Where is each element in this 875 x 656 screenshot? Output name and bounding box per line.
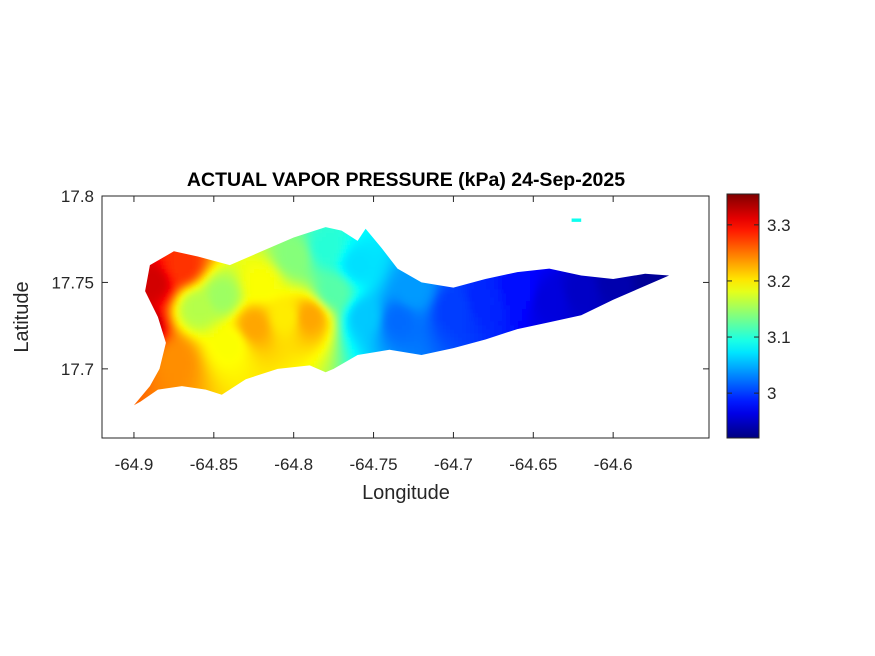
y-axis-label: Latitude bbox=[11, 281, 33, 352]
y-tick-label: 17.7 bbox=[61, 360, 94, 379]
y-tick-label: 17.75 bbox=[51, 273, 94, 292]
field-cells bbox=[133, 218, 670, 406]
x-tick-label: -64.7 bbox=[434, 455, 473, 474]
x-tick-label: -64.75 bbox=[349, 455, 397, 474]
plot-axes-box bbox=[101, 195, 710, 439]
chart-title: ACTUAL VAPOR PRESSURE (kPa) 24-Sep-2025 bbox=[187, 169, 625, 191]
x-tick-label: -64.65 bbox=[509, 455, 557, 474]
x-tick-label: -64.8 bbox=[274, 455, 313, 474]
colorbar-bar bbox=[726, 193, 760, 439]
x-tick-label: -64.9 bbox=[115, 455, 154, 474]
map-area bbox=[133, 218, 670, 406]
colorbar-tick-label: 3.1 bbox=[767, 328, 791, 347]
y-axis-ticks: 17.7 17.75 17.8 bbox=[51, 187, 709, 379]
x-tick-label: -64.6 bbox=[594, 455, 633, 474]
x-axis-ticks: -64.9 -64.85 -64.8 -64.75 -64.7 -64.65 -64.6 bbox=[115, 196, 633, 474]
y-tick-label: 17.8 bbox=[61, 187, 94, 206]
x-axis-label: Longitude bbox=[362, 482, 450, 504]
colorbar-tick-label: 3.3 bbox=[767, 216, 791, 235]
colorbar-tick-label: 3 bbox=[767, 384, 776, 403]
colorbar-ticks: 3 3.1 3.2 3.3 bbox=[727, 216, 791, 403]
x-tick-label: -64.85 bbox=[190, 455, 238, 474]
colorbar: 3 3.1 3.2 3.3 bbox=[726, 193, 791, 439]
vapor-pressure-field bbox=[133, 218, 670, 406]
colorbar-tick-label: 3.2 bbox=[767, 272, 791, 291]
